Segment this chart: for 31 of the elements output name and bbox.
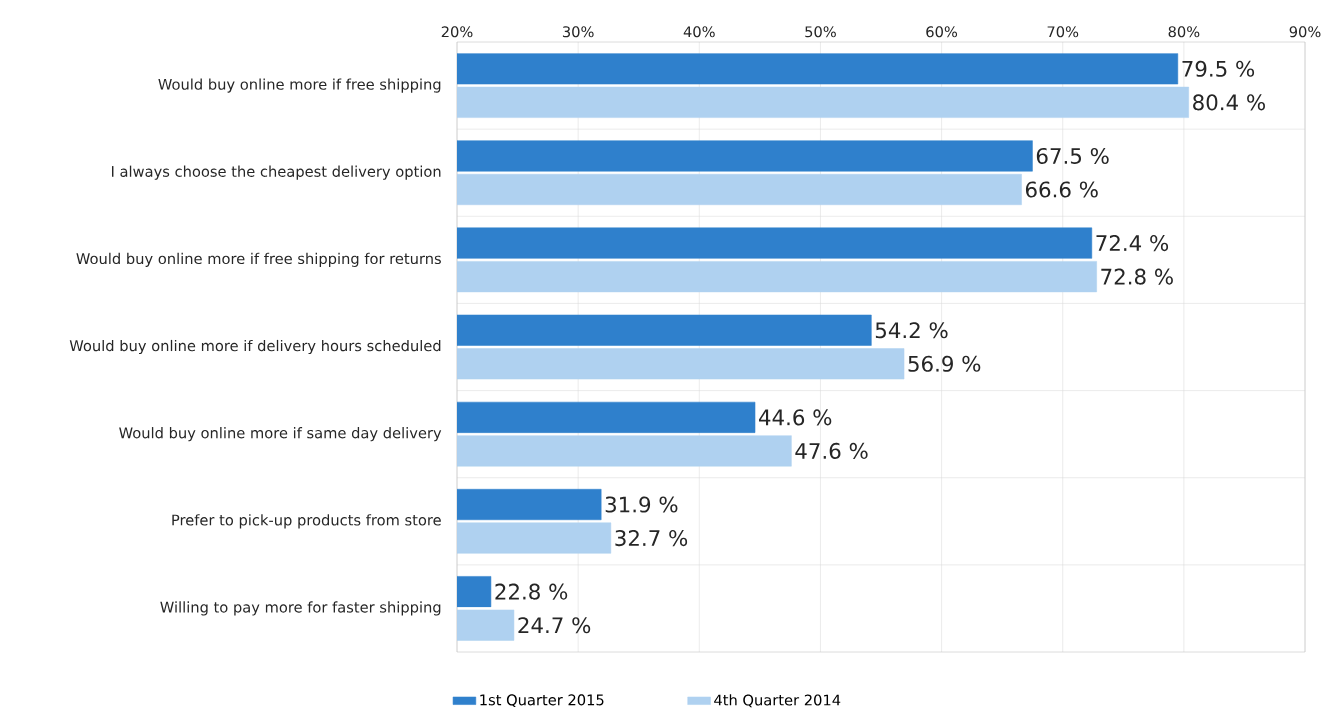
data-label: 79.5 % (1182, 60, 1255, 77)
y-tick-label: Prefer to pick-up products from store (172, 514, 441, 529)
data-label: 22.8 % (495, 583, 568, 600)
data-label: 31.9 % (605, 496, 678, 513)
data-label: 44.6 % (759, 409, 832, 426)
x-tick-label: 60% (926, 26, 958, 38)
x-tick-label: 80% (1168, 26, 1200, 38)
data-label: 56.9 % (908, 355, 981, 372)
data-label: 72.8 % (1101, 268, 1173, 285)
data-label: 72.4 % (1096, 235, 1169, 252)
y-tick-label: Would buy online more if free shipping for returns (76, 252, 441, 267)
y-tick-label: I always choose the cheapest delivery option (111, 165, 441, 180)
y-tick-label: Would buy online more if same day delivery (119, 427, 442, 442)
data-label: 32.7 % (615, 530, 688, 547)
data-label: 66.6 % (1025, 181, 1098, 198)
x-tick-label: 70% (1047, 26, 1079, 38)
data-label: 47.6 % (795, 442, 868, 459)
legend-label: 1st Quarter 2015 (480, 694, 604, 708)
x-tick-label: 50% (805, 26, 836, 38)
data-label: 67.5 % (1036, 147, 1109, 164)
x-tick-label: 30% (562, 26, 594, 38)
y-tick-label: Willing to pay more for faster shipping (160, 601, 441, 616)
data-label: 54.2 % (875, 322, 948, 339)
x-tick-label: 40% (683, 26, 715, 38)
data-label: 80.4 % (1193, 94, 1265, 111)
legend-label: 4th Quarter 2014 (714, 694, 841, 708)
data-label: 24.7 % (518, 617, 591, 634)
y-tick-label: Would buy online more if delivery hours scheduled (69, 339, 441, 355)
x-tick-label: 20% (441, 26, 473, 38)
y-tick-label: Would buy online more if free shipping (158, 78, 441, 93)
x-tick-label: 90% (1289, 26, 1321, 38)
